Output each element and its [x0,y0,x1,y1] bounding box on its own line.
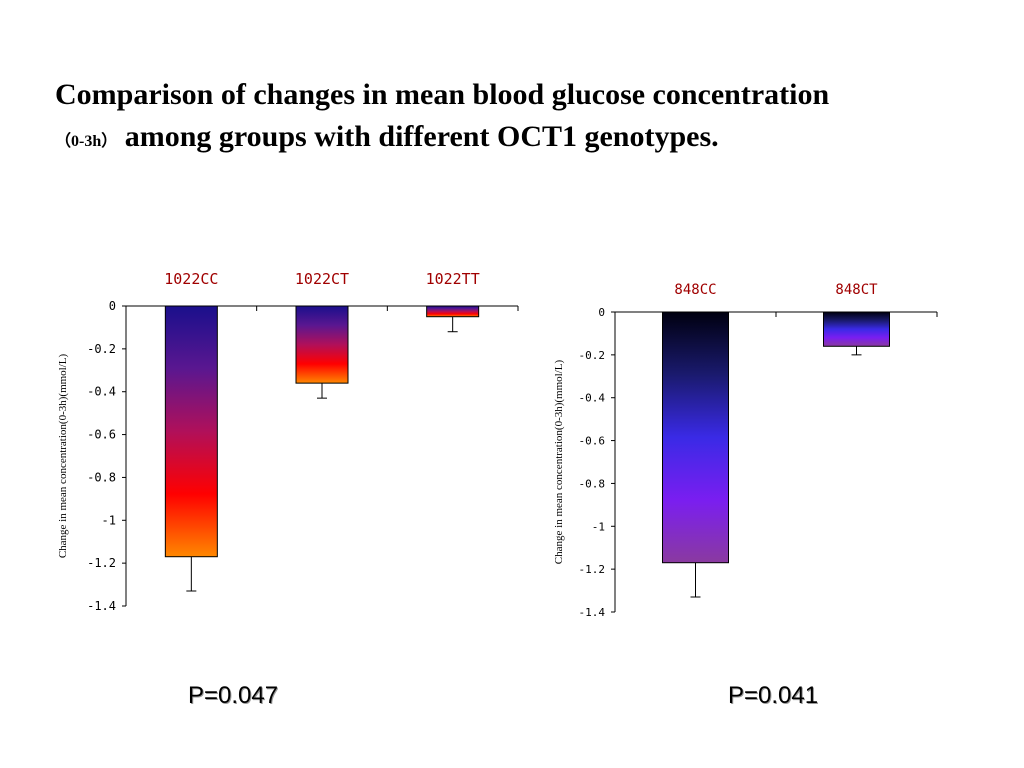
y-tick-label: -0.6 [87,428,116,442]
chart-848-genotypes: 0 -0.2 -0.4 -0.6 -0.8 -1 -1.2 -1.4 Change in mea… [553,282,938,619]
y-axis-label: Change in mean concentration(0-3h)(mmol/… [57,353,69,558]
y-tick-label: -1.4 [87,599,116,613]
page-title-line-1: Comparison of changes in mean blood gluc… [55,78,830,111]
y-tick-label: -0.8 [87,470,116,484]
y-tick-label: -1 [102,513,116,527]
title-rest: among groups with different OCT1 genotyp… [124,120,719,153]
category-label-1022CT: 1022CT [295,270,349,288]
y-tick-label: -0.4 [579,392,606,405]
y-tick-label: 0 [109,299,116,313]
y-tick-label: -0.4 [87,385,116,399]
title-time-range: （0-3h） [55,133,118,150]
page-title-line-2: （0-3h） among groups with different OCT1 … [55,120,719,154]
y-tick-label: -1.4 [579,606,606,619]
y-tick-label: -0.8 [579,477,606,490]
bar-1022CC [164,305,218,558]
y-axis-label: Change in mean concentration(0-3h)(mmol/… [553,359,565,564]
y-tick-label: -1 [592,520,605,533]
y-tick-label: -1.2 [579,563,606,576]
bar-1022CT [295,305,349,384]
category-label-848CT: 848CT [835,282,878,298]
p-value-848: P=0.041 [728,682,819,709]
y-tick-label: -0.2 [87,342,116,356]
y-tick-label: 0 [598,306,605,319]
category-label-848CC: 848CC [674,282,716,298]
chart-1022-genotypes: 0 -0.2 -0.4 -0.6 -0.8 -1 -1.2 -1.4 Change in mea… [57,270,519,613]
y-tick-label: -0.6 [579,435,606,448]
category-label-1022CC: 1022CC [164,270,218,288]
category-label-1022TT: 1022TT [426,270,480,288]
p-value-1022: P=0.047 [188,682,279,709]
bar-848CT [823,311,890,347]
y-tick-label: -0.2 [579,349,606,362]
bar-848CC [662,311,729,564]
y-tick-label: -1.2 [87,556,116,570]
